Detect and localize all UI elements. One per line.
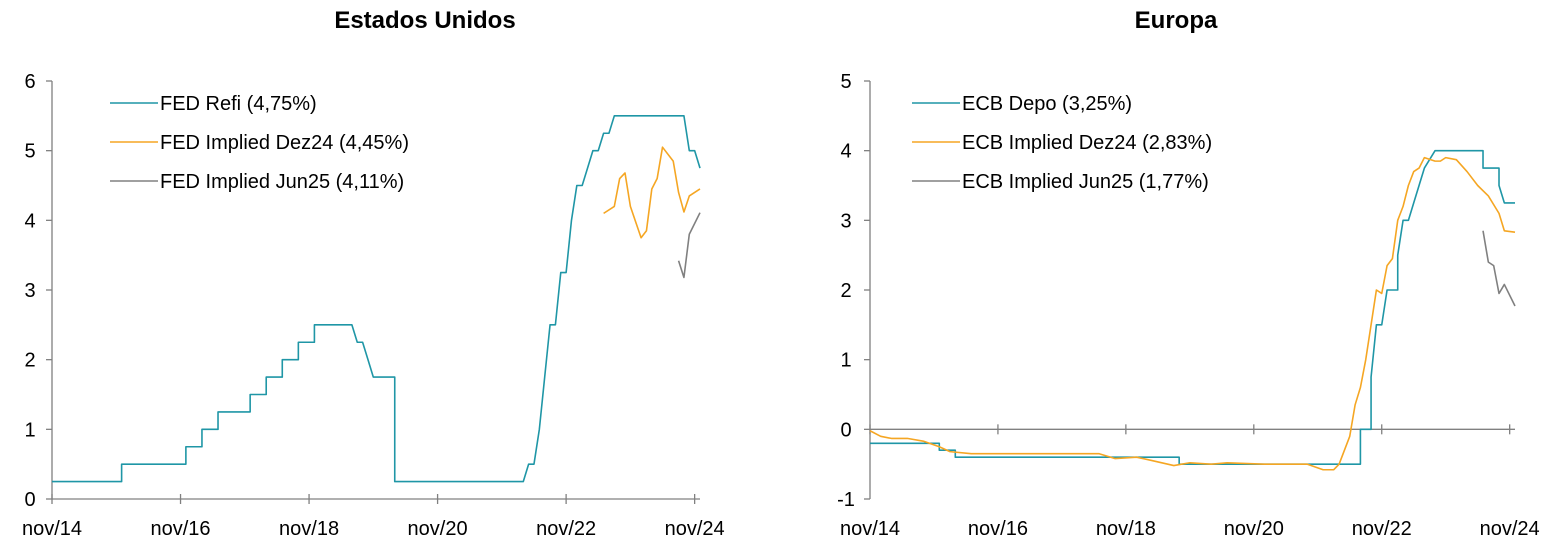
x-tick-label: nov/14 [22, 518, 82, 540]
x-tick-label: nov/18 [1096, 518, 1156, 540]
series-line-3 [1482, 230, 1516, 307]
y-tick-label: 2 [840, 280, 851, 302]
y-tick-label: 1 [840, 350, 851, 372]
y-tick-label: 4 [24, 210, 35, 232]
legend-label: ECB Depo (3,25%) [962, 93, 1132, 115]
y-tick-label: 0 [840, 419, 851, 441]
legend-label: ECB Implied Dez24 (2,83%) [962, 132, 1212, 154]
legend-label: FED Refi (4,75%) [160, 93, 317, 115]
x-tick-label: nov/20 [408, 518, 468, 540]
x-tick-label: nov/24 [1480, 518, 1540, 540]
legend-label: ECB Implied Jun25 (1,77%) [962, 171, 1209, 193]
series-line-1 [870, 149, 1515, 465]
y-tick-label: 6 [24, 71, 35, 93]
y-tick-label: 4 [840, 141, 851, 163]
y-tick-label: 3 [840, 210, 851, 232]
y-tick-label: 0 [24, 489, 35, 511]
series-line-3 [677, 212, 701, 279]
legend-label: FED Implied Jun25 (4,11%) [160, 171, 404, 193]
x-tick-label: nov/14 [840, 518, 900, 540]
y-tick-label: 2 [24, 350, 35, 372]
y-tick-label: 5 [840, 71, 851, 93]
chart-title: Estados Unidos [334, 7, 515, 34]
chart-title: Europa [1135, 7, 1218, 34]
series-line-2 [603, 146, 701, 239]
y-tick-label: 5 [24, 141, 35, 163]
series-line-2 [869, 156, 1516, 471]
x-tick-label: nov/24 [665, 518, 725, 540]
y-tick-label: 3 [24, 280, 35, 302]
x-tick-label: nov/22 [1352, 518, 1412, 540]
x-tick-label: nov/22 [536, 518, 596, 540]
chart-panel-1: Estados Unidos 0 1 2 3 4 5 6 nov/14 nov/16 nov/18 n… [22, 7, 725, 540]
x-tick-label: nov/20 [1224, 518, 1284, 540]
x-tick-label: nov/16 [968, 518, 1028, 540]
series-line-1 [52, 115, 701, 483]
y-tick-label: -1 [837, 489, 855, 511]
y-tick-label: 1 [24, 419, 35, 441]
x-tick-label: nov/18 [279, 518, 339, 540]
chart-panel-2: Europa -1 0 1 2 3 4 5 nov/14 nov/16 nov/18 nov/20 no… [837, 7, 1540, 540]
legend-label: FED Implied Dez24 (4,45%) [160, 132, 409, 154]
x-tick-label: nov/16 [150, 518, 210, 540]
